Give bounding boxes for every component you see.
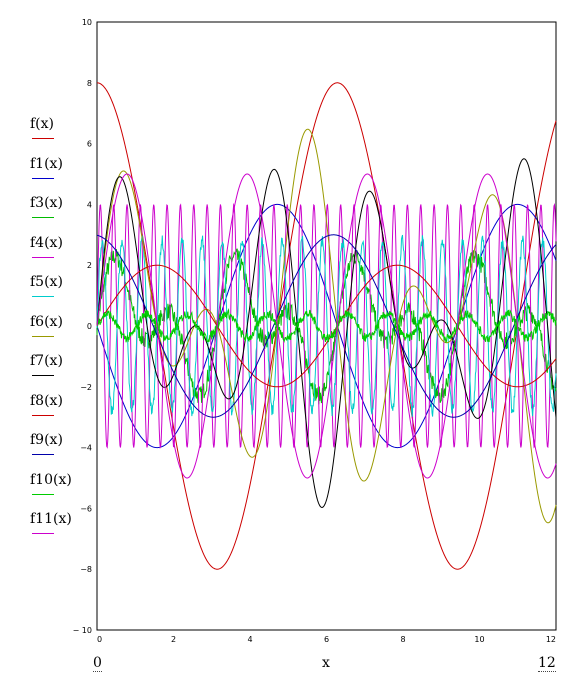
y-tick-label: 4 [87,200,92,209]
legend-swatch [32,138,54,139]
legend-swatch [32,335,54,337]
legend-item: f5(x) [30,274,90,314]
x-tick-label: 6 [324,635,329,644]
legend-label: f1(x) [30,155,63,172]
legend-label: f11(x) [30,511,72,527]
x-min-label: 0 [93,655,102,672]
y-tick-label: 0 [87,322,92,331]
legend-swatch [32,533,54,534]
plot-frame [96,21,557,631]
legend-label: f5(x) [30,274,63,290]
legend-item: f7(x) [30,353,90,393]
legend-item: f4(x) [30,235,90,275]
legend-swatch [32,177,54,179]
series-line-f11x [96,173,557,479]
legend-swatch [32,217,54,218]
series-group [96,82,557,570]
y-tick-label: −6 [80,504,92,513]
series-line-fx [96,82,557,570]
series-line-f4x [96,202,557,449]
legend-item: f6(x) [30,314,90,354]
legend-label: f7(x) [30,353,63,369]
x-ticks: 0 2 4 6 8 10 12 [97,635,556,644]
x-tick-label: 8 [400,635,405,644]
legend-label: f(x) [30,116,55,132]
legend-label: f4(x) [30,234,63,251]
y-tick-label: − 10 [73,626,92,635]
series-line-f8x [96,264,557,388]
x-tick-label: 12 [546,635,556,644]
series-line-f7x [96,158,557,508]
legend-label: f6(x) [30,313,63,330]
y-tick-label: −4 [80,444,92,453]
legend-item: f(x) [30,116,90,156]
y-tick-label: 10 [82,18,92,27]
legend-item: f3(x) [30,195,90,235]
y-tick-label: −8 [80,565,92,574]
legend-item: f10(x) [30,472,90,512]
series-line-f5x [96,234,557,417]
legend-item: f1(x) [30,156,90,196]
legend-label: f10(x) [30,471,72,488]
legend-swatch [32,454,54,455]
legend-item: f8(x) [30,393,90,433]
y-tick-label: 8 [87,79,92,88]
y-tick-label: −2 [80,383,92,392]
y-ticks: 10 8 6 4 2 0 −2 −4 −6 −8 − 10 [73,18,92,635]
x-axis-label: x [322,655,330,671]
x-tick-label: 0 [97,635,102,644]
x-tick-label: 2 [171,635,176,644]
legend-label: f9(x) [30,432,63,448]
series-line-f9x [96,234,557,418]
legend-swatch [32,493,54,495]
series-line-f6x [96,128,557,524]
legend-swatch [32,256,54,258]
x-tick-label: 10 [474,635,484,644]
legend-swatch [32,414,54,416]
series-line-f10x [96,308,557,344]
y-tick-label: 2 [87,261,92,270]
legend-item: f9(x) [30,432,90,472]
legend-swatch [32,375,54,376]
legend-label: f3(x) [30,195,63,211]
legend-label: f8(x) [30,392,63,409]
legend-swatch [32,296,54,297]
x-max-label: 12 [538,655,556,672]
legend-item: f11(x) [30,511,90,551]
y-tick-label: 6 [87,140,92,149]
legend: f(x) f1(x) f3(x) f4(x) f5(x) f6(x) f7(x) f8(x) f… [30,116,90,551]
x-tick-label: 4 [247,635,252,644]
